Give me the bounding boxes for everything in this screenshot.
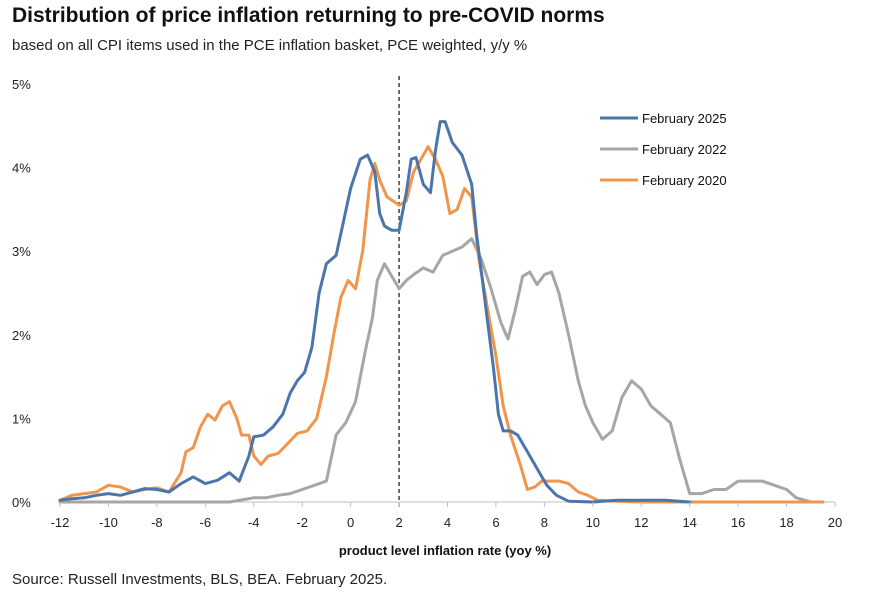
x-tick-label: -12 <box>51 515 70 530</box>
y-tick-label: 0% <box>12 495 31 510</box>
y-tick-label: 4% <box>12 161 31 176</box>
source-note: Source: Russell Investments, BLS, BEA. F… <box>12 571 388 588</box>
legend: February 2025 February 2022 February 2020 <box>600 111 727 188</box>
chart-title: Distribution of price inflation returnin… <box>12 4 605 27</box>
x-tick-label: 14 <box>682 515 696 530</box>
x-tick-label: 12 <box>634 515 648 530</box>
x-tick-label: -4 <box>248 515 260 530</box>
legend-label-february-2022: February 2022 <box>642 142 727 157</box>
y-tick-label: 1% <box>12 411 31 426</box>
x-tick-label: 20 <box>828 515 842 530</box>
x-tick-label: 6 <box>492 515 499 530</box>
legend-label-february-2025: February 2025 <box>642 111 727 126</box>
x-tick-label: 0 <box>347 515 354 530</box>
x-tick-label: 16 <box>731 515 745 530</box>
y-tick-label: 5% <box>12 77 31 92</box>
x-tick-label: 4 <box>444 515 451 530</box>
x-tick-label: 18 <box>779 515 793 530</box>
series-line-february-2020 <box>58 145 825 504</box>
x-tick-label: 2 <box>395 515 402 530</box>
y-tick-label: 3% <box>12 244 31 259</box>
x-tick-labels: -12 -10 -8 -6 -4 -2 0 2 4 6 8 10 12 14 16 18 20 <box>51 502 842 530</box>
series-line-february-2022 <box>58 237 825 504</box>
series-line-february-2025 <box>58 120 692 504</box>
x-axis-title: product level inflation rate (yoy %) <box>339 543 551 558</box>
y-tick-labels: 0% 1% 2% 3% 4% 5% <box>12 77 31 510</box>
legend-label-february-2020: February 2020 <box>642 173 727 188</box>
x-tick-label: -2 <box>296 515 308 530</box>
x-tick-label: -10 <box>99 515 118 530</box>
series-group <box>58 120 825 504</box>
chart-subtitle: based on all CPI items used in the PCE i… <box>12 37 528 54</box>
x-tick-label: 10 <box>586 515 600 530</box>
x-tick-label: 8 <box>541 515 548 530</box>
y-tick-label: 2% <box>12 328 31 343</box>
x-tick-label: -6 <box>200 515 212 530</box>
distribution-line-chart: -12 -10 -8 -6 -4 -2 0 2 4 6 8 10 12 14 16 18 20 0% 1% 2% 3%… <box>12 76 842 558</box>
x-tick-label: -8 <box>151 515 163 530</box>
